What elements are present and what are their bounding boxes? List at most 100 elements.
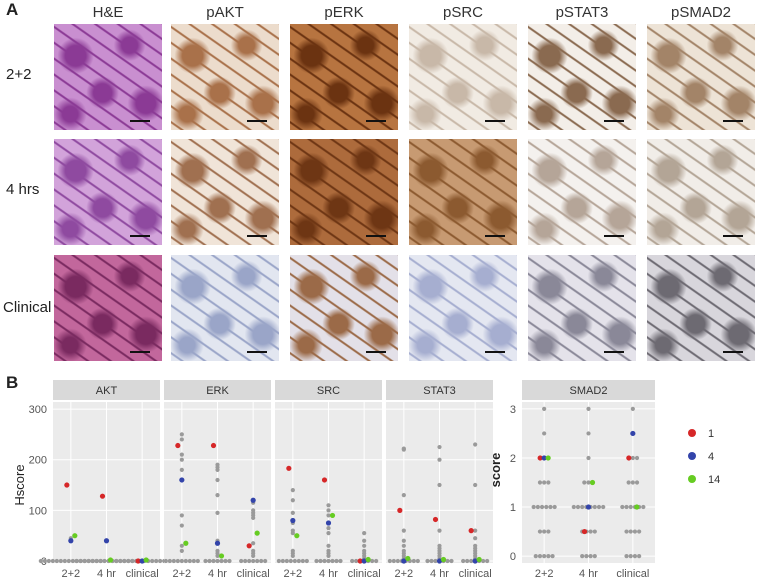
point-series-14 (440, 556, 447, 563)
point-gray (387, 558, 392, 564)
panel-b-label: B (6, 373, 19, 392)
x-tick-label: 2+2 (172, 568, 191, 580)
point-gray (179, 558, 184, 564)
x-tick-label: 4 hr (208, 568, 227, 580)
point-series-4 (361, 558, 367, 564)
point-gray (203, 558, 208, 564)
point-gray (215, 553, 220, 559)
point-series-1 (246, 543, 252, 549)
point-gray (537, 480, 543, 485)
point-gray (54, 558, 59, 564)
point-gray (296, 558, 301, 564)
point-gray (628, 529, 633, 534)
point-gray (126, 558, 131, 564)
point-series-1 (432, 516, 439, 523)
micrograph-4hrs-5 (647, 139, 755, 245)
point-series-14 (589, 479, 596, 486)
point-gray (207, 558, 212, 564)
point-series-4 (250, 497, 256, 503)
point-gray (215, 493, 220, 498)
scale-bar (366, 351, 386, 353)
point-gray (171, 558, 176, 564)
point-gray (179, 432, 184, 437)
point-gray (243, 558, 248, 564)
scale-bar (604, 351, 624, 353)
point-gray (552, 504, 557, 510)
point-gray (586, 406, 591, 412)
point-gray (433, 558, 438, 564)
point-gray (628, 553, 633, 559)
facet-title: ERK (206, 385, 229, 397)
point-gray (179, 457, 184, 462)
point-series-4 (630, 430, 636, 437)
micrograph-Clinical-4 (528, 255, 636, 361)
point-gray (445, 558, 450, 564)
point-gray (580, 504, 585, 510)
legend-label: 1 (708, 428, 714, 440)
point-gray (326, 543, 331, 548)
column-header-5: pSMAD2 (670, 4, 732, 21)
point-gray (195, 558, 200, 564)
column-header-0: H&E (92, 4, 124, 21)
x-tick-label: clinical (459, 568, 492, 580)
facet-strip (275, 380, 382, 400)
scale-bar (604, 235, 624, 237)
hscore-axis-label: Hscore (12, 464, 27, 505)
scale-bar (247, 351, 267, 353)
point-gray (114, 558, 119, 564)
point-gray (215, 558, 220, 564)
point-gray (280, 558, 285, 564)
x-tick-label: clinical (237, 568, 270, 580)
point-gray (78, 558, 83, 564)
point-gray (46, 558, 51, 564)
smad2-y-tick-label: 3 (510, 404, 516, 416)
micrograph-4hrs-3 (409, 139, 517, 245)
point-gray (290, 531, 295, 536)
point-gray (485, 558, 490, 564)
point-gray (326, 531, 331, 536)
point-gray (255, 558, 260, 564)
point-gray (211, 558, 216, 564)
point-gray (187, 558, 192, 564)
point-gray (535, 504, 540, 510)
point-gray (550, 553, 555, 559)
point-gray (465, 558, 470, 564)
point-series-1 (135, 558, 141, 564)
point-series-14 (405, 555, 411, 562)
point-gray (326, 513, 331, 518)
legend-key (688, 452, 696, 460)
point-gray (571, 504, 576, 510)
point-gray (588, 529, 593, 534)
point-gray (411, 558, 416, 564)
point-gray (401, 528, 406, 533)
point-series-14 (107, 557, 114, 563)
point-series-14 (329, 512, 336, 519)
point-gray (601, 504, 606, 510)
x-tick-label: 2+2 (535, 568, 554, 580)
point-gray (391, 558, 396, 564)
point-gray (592, 529, 597, 534)
point-series-14 (365, 556, 371, 563)
point-gray (167, 558, 172, 564)
point-gray (362, 538, 367, 543)
column-header-4: pSTAT3 (555, 4, 609, 21)
point-series-1 (626, 455, 632, 461)
micrograph-Clinical-0 (54, 255, 162, 361)
point-gray (546, 553, 551, 559)
scale-bar (485, 120, 505, 122)
smad2-y-tick-label: 1 (510, 502, 516, 514)
point-series-4 (325, 520, 332, 526)
point-series-1 (468, 528, 474, 534)
point-gray (626, 480, 631, 485)
point-gray (634, 455, 640, 461)
point-gray (179, 548, 184, 553)
point-gray (70, 558, 75, 564)
point-gray (586, 455, 591, 461)
scale-bar (130, 235, 150, 237)
point-gray (42, 558, 47, 564)
point-series-1 (99, 493, 106, 499)
point-series-14 (72, 533, 78, 539)
point-gray (122, 558, 127, 564)
point-gray (284, 558, 289, 564)
x-tick-label: 2+2 (394, 568, 413, 580)
